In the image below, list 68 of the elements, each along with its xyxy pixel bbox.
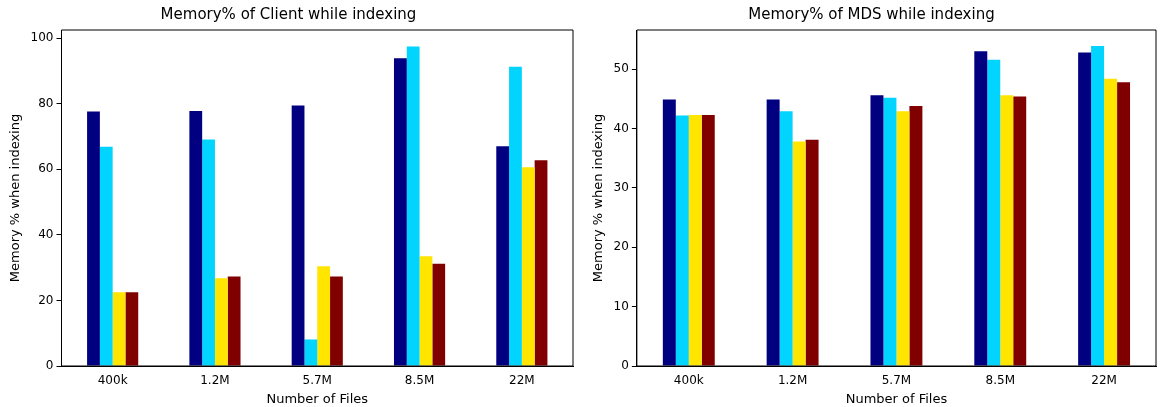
y-tick-label: 80 [38,95,54,110]
bar [189,110,203,366]
y-tick-label: 40 [613,120,629,135]
bar [1013,96,1027,366]
bar [496,146,510,366]
y-tick-label: 40 [38,227,54,241]
bar [87,111,100,366]
bar [1091,46,1105,366]
bar [202,139,215,366]
bar [870,95,884,366]
x-tick-label: 22M [1091,373,1117,388]
x-tick-label: 8.5M [404,373,435,388]
x-tick-label: 8.5M [985,373,1015,388]
x-tick-label: 400k [97,373,128,388]
bar [534,160,548,366]
bar [1078,52,1092,366]
y-tick-label: 10 [613,298,629,313]
bar [987,59,1001,366]
y-tick-label: 60 [38,161,54,176]
x-tick-label: 1.2M [200,373,230,388]
x-tick-label: 400k [673,373,704,388]
chart-title: Memory% of MDS while indexing [748,4,995,23]
y-tick-label: 0 [45,358,54,373]
x-axis-title: Number of Files [266,390,369,406]
bar [883,97,897,366]
bar [291,105,305,366]
y-tick-label: 0 [621,358,629,373]
bar [688,114,702,366]
bar [1117,82,1131,366]
bar [662,99,676,366]
bar [406,46,420,366]
y-tick-label: 30 [613,180,629,195]
bar [792,141,806,366]
bar [805,139,819,366]
x-tick-label: 1.2M [777,373,808,388]
bar [112,292,126,366]
bar [974,51,988,366]
y-axis-title: Memory % when indexing [590,113,606,283]
bar [779,111,793,366]
bar [99,146,113,366]
x-tick-label: 5.7M [302,373,332,388]
bar [125,292,139,366]
bar [393,58,407,366]
x-tick-label: 5.7M [881,373,912,388]
bar [419,256,433,366]
bar [509,66,522,366]
bar [675,115,689,366]
bar [304,339,318,366]
bar [227,276,241,366]
bar [1000,95,1014,366]
chart-title: Memory% of Client while indexing [160,4,417,23]
bar [214,278,228,366]
x-axis-title: Number of Files [845,390,948,406]
y-axis-title: Memory % when indexing [7,113,23,283]
bar [1104,78,1118,366]
y-tick-label: 100 [30,30,54,45]
bar [766,99,780,366]
x-tick-label: 22M [509,373,535,388]
bar [330,276,343,366]
y-tick-label: 50 [613,61,629,76]
bar [521,167,535,366]
bar [317,266,331,366]
y-tick-label: 20 [613,239,629,254]
bar [909,105,923,366]
bar [701,114,715,366]
bar [896,111,910,366]
y-tick-label: 20 [38,292,54,307]
bar [432,263,446,366]
